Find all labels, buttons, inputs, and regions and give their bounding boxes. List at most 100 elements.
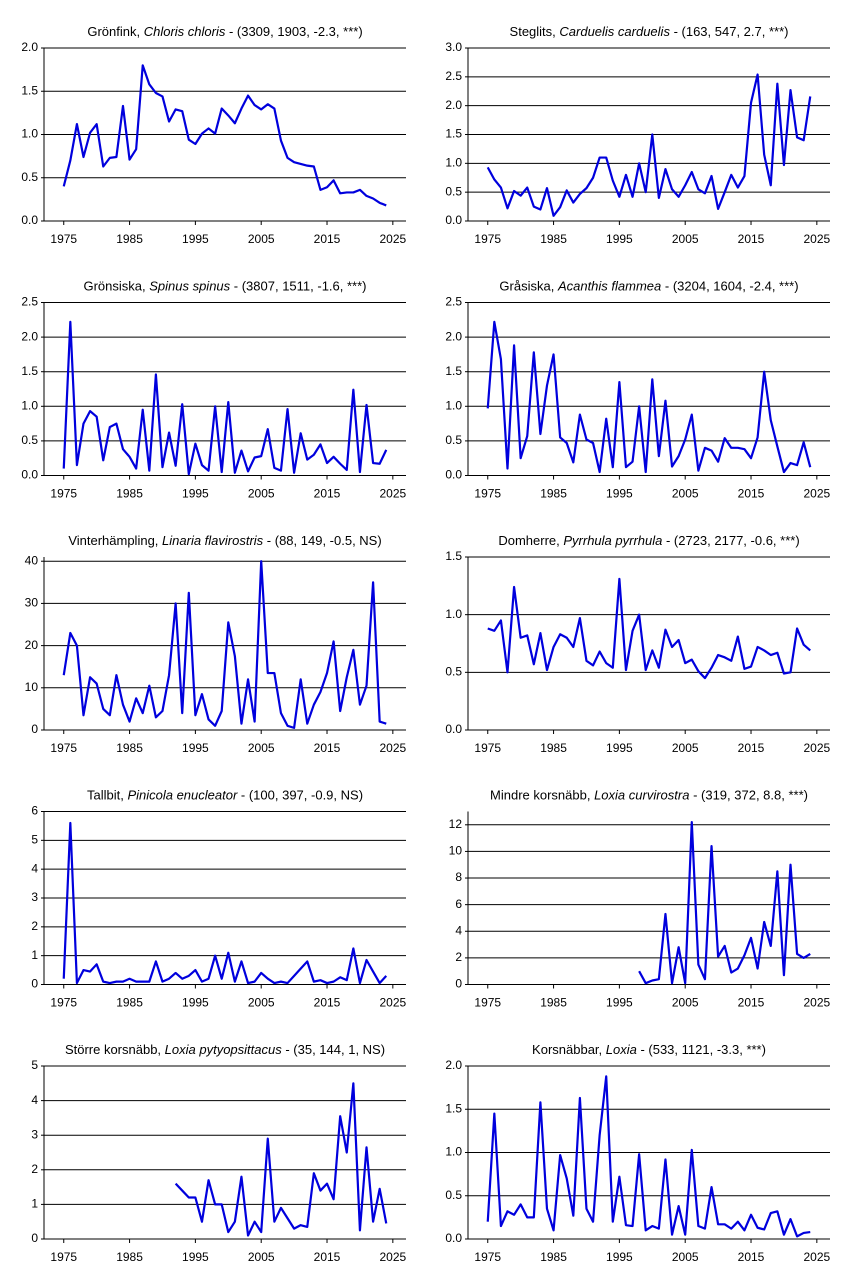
y-tick-label: 2 — [455, 950, 462, 964]
y-tick-label: 0.0 — [445, 722, 462, 736]
title-name: Steglits, — [510, 24, 560, 39]
y-tick-label: 1.5 — [21, 83, 38, 97]
y-tick-label: 30 — [25, 596, 39, 610]
chart-panel: Vinterhämpling, Linaria flavirostris - (… — [25, 533, 407, 755]
x-tick-label: 2005 — [672, 996, 699, 1010]
data-line — [62, 320, 388, 476]
data-line — [62, 821, 388, 985]
y-tick-label: 8 — [455, 870, 462, 884]
x-tick-label: 1985 — [116, 741, 143, 755]
x-tick-label: 2015 — [314, 232, 341, 246]
x-tick-label: 1975 — [50, 232, 77, 246]
x-tick-label: 2015 — [314, 487, 341, 501]
chart-title: Mindre korsnäbb, Loxia curvirostra - (31… — [490, 788, 808, 803]
y-tick-label: 1 — [31, 948, 38, 962]
chart-panel: Tallbit, Pinicola enucleator - (100, 397… — [31, 788, 406, 1010]
y-tick-label: 1.0 — [445, 398, 462, 412]
x-tick-label: 1995 — [606, 1250, 633, 1264]
x-tick-label: 2005 — [672, 487, 699, 501]
x-tick-label: 2025 — [379, 232, 406, 246]
x-tick-label: 2025 — [379, 741, 406, 755]
x-tick-label: 2005 — [248, 232, 275, 246]
title-name: Vinterhämpling, — [68, 533, 162, 548]
title-species: Chloris chloris — [144, 24, 226, 39]
y-tick-label: 0.5 — [21, 433, 38, 447]
x-tick-label: 1975 — [474, 741, 501, 755]
title-name: Mindre korsnäbb, — [490, 788, 594, 803]
y-tick-label: 1.0 — [21, 398, 38, 412]
title-stats: - (3807, 1511, -1.6, ***) — [230, 279, 366, 294]
y-tick-label: 4 — [455, 923, 462, 937]
x-tick-label: 2025 — [803, 996, 830, 1010]
x-tick-label: 2015 — [738, 996, 765, 1010]
x-tick-label: 2005 — [672, 1250, 699, 1264]
title-name: Tallbit, — [87, 788, 127, 803]
x-tick-label: 2005 — [248, 741, 275, 755]
chart-title: Grönfink, Chloris chloris - (3309, 1903,… — [87, 24, 362, 39]
x-tick-label: 1975 — [50, 996, 77, 1010]
x-tick-label: 2005 — [672, 232, 699, 246]
chart-panel: Mindre korsnäbb, Loxia curvirostra - (31… — [449, 788, 831, 1010]
x-tick-label: 2025 — [803, 1250, 830, 1264]
y-tick-label: 0 — [31, 722, 38, 736]
y-tick-label: 0.0 — [445, 1231, 462, 1245]
x-tick-label: 2025 — [803, 741, 830, 755]
y-tick-label: 0.5 — [445, 184, 462, 198]
y-tick-label: 10 — [449, 844, 463, 858]
x-tick-label: 2015 — [738, 741, 765, 755]
y-tick-label: 1.5 — [445, 549, 462, 563]
y-tick-label: 5 — [31, 833, 38, 847]
y-tick-label: 2 — [31, 919, 38, 933]
y-tick-label: 6 — [31, 804, 38, 818]
x-tick-label: 1995 — [606, 741, 633, 755]
title-stats: - (100, 397, -0.9, NS) — [237, 788, 363, 803]
y-tick-label: 0.5 — [445, 1188, 462, 1202]
y-tick-label: 0 — [31, 977, 38, 991]
x-tick-label: 1995 — [182, 487, 209, 501]
title-name: Grönfink, — [87, 24, 143, 39]
title-stats: - (3204, 1604, -2.4, ***) — [661, 279, 798, 294]
y-tick-label: 1.5 — [445, 1101, 462, 1115]
y-tick-label: 0.0 — [21, 213, 38, 227]
y-tick-label: 10 — [25, 680, 39, 694]
chart-panel: Gråsiska, Acanthis flammea - (3204, 1604… — [445, 279, 830, 501]
x-tick-label: 1995 — [606, 232, 633, 246]
y-tick-label: 1.5 — [445, 127, 462, 141]
x-tick-label: 1985 — [540, 741, 567, 755]
y-tick-label: 1.5 — [445, 364, 462, 378]
y-tick-label: 1.0 — [21, 127, 38, 141]
y-tick-label: 0.0 — [445, 213, 462, 227]
x-tick-label: 2015 — [314, 741, 341, 755]
chart-panel: Grönfink, Chloris chloris - (3309, 1903,… — [21, 24, 406, 246]
x-tick-label: 1975 — [50, 741, 77, 755]
title-species: Loxia — [606, 1042, 637, 1057]
data-line — [486, 73, 812, 217]
y-tick-label: 2.5 — [21, 295, 38, 309]
y-tick-label: 2.0 — [21, 40, 38, 54]
x-tick-label: 1975 — [50, 487, 77, 501]
title-species: Linaria flavirostris — [162, 533, 264, 548]
x-tick-label: 2005 — [248, 996, 275, 1010]
x-tick-label: 1975 — [474, 232, 501, 246]
x-tick-label: 1995 — [182, 232, 209, 246]
chart-panel: Korsnäbbar, Loxia - (533, 1121, -3.3, **… — [445, 1042, 830, 1264]
title-species: Acanthis flammea — [557, 279, 661, 294]
x-tick-label: 1985 — [540, 1250, 567, 1264]
data-line — [174, 1082, 388, 1237]
x-tick-label: 1995 — [182, 996, 209, 1010]
x-tick-label: 1995 — [606, 487, 633, 501]
x-tick-label: 2025 — [803, 487, 830, 501]
y-tick-label: 2.0 — [445, 1058, 462, 1072]
y-tick-label: 5 — [31, 1058, 38, 1072]
y-tick-label: 0.0 — [21, 468, 38, 482]
chart-title: Tallbit, Pinicola enucleator - (100, 397… — [87, 788, 363, 803]
title-name: Gråsiska, — [499, 279, 558, 294]
y-tick-label: 1.0 — [445, 607, 462, 621]
y-tick-label: 0.5 — [445, 665, 462, 679]
data-line — [486, 320, 812, 474]
title-stats: - (88, 149, -0.5, NS) — [263, 533, 382, 548]
x-tick-label: 1985 — [540, 996, 567, 1010]
title-species: Loxia pytyopsittacus — [165, 1042, 283, 1057]
y-tick-label: 12 — [449, 817, 463, 831]
y-tick-label: 3 — [31, 1127, 38, 1141]
